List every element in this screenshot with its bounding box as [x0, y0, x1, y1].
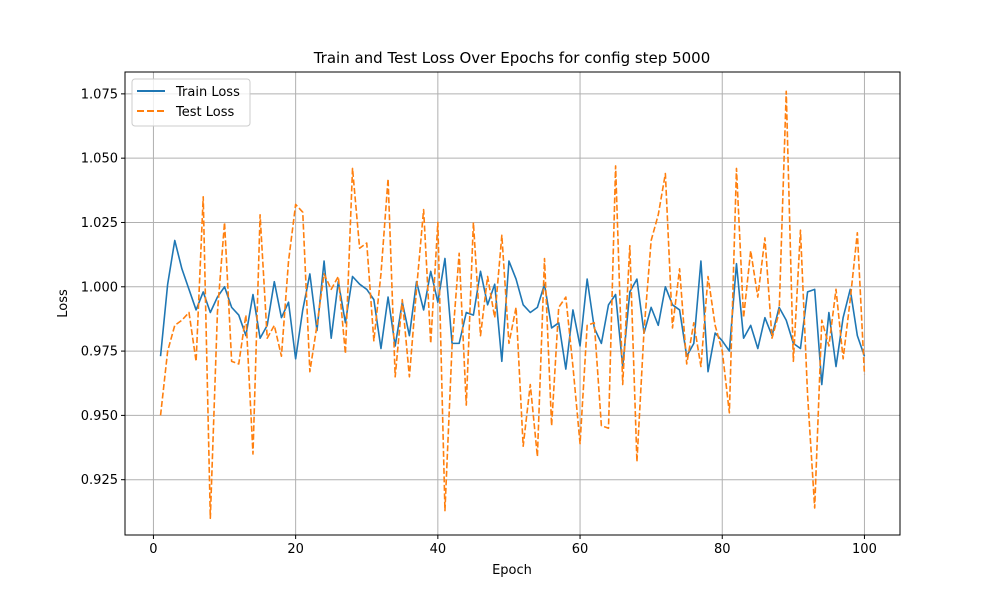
y-tick-label: 1.000 — [81, 280, 118, 295]
y-tick-label: 0.950 — [81, 409, 118, 424]
x-axis-label: Epoch — [492, 563, 532, 578]
x-tick-label: 20 — [287, 542, 304, 557]
legend: Train Loss Test Loss — [131, 78, 251, 127]
x-tick-label: 40 — [430, 542, 447, 557]
chart-title: Train and Test Loss Over Epochs for conf… — [313, 49, 711, 67]
y-tick-label: 0.975 — [81, 345, 118, 360]
y-tick-label: 1.050 — [81, 152, 118, 167]
legend-train-label: Train Loss — [175, 85, 240, 100]
x-tick-label: 80 — [714, 542, 731, 557]
tick-layer: 0 20 40 60 80 100 0.925 0.950 0.975 1.000 1.025 1.0… — [81, 87, 877, 557]
y-axis-label: Loss — [56, 289, 71, 318]
y-tick-label: 1.025 — [81, 216, 118, 231]
legend-test-label: Test Loss — [175, 105, 234, 120]
y-tick-label: 0.925 — [81, 473, 118, 488]
x-tick-label: 100 — [852, 542, 877, 557]
grid-layer — [125, 72, 900, 535]
train-loss-line — [159, 239, 866, 386]
plot-frame — [124, 71, 901, 536]
series-layer — [159, 90, 866, 520]
x-tick-label: 60 — [572, 542, 589, 557]
x-tick-label: 0 — [149, 542, 157, 557]
test-loss-line — [159, 90, 866, 520]
y-tick-label: 1.075 — [81, 87, 118, 102]
